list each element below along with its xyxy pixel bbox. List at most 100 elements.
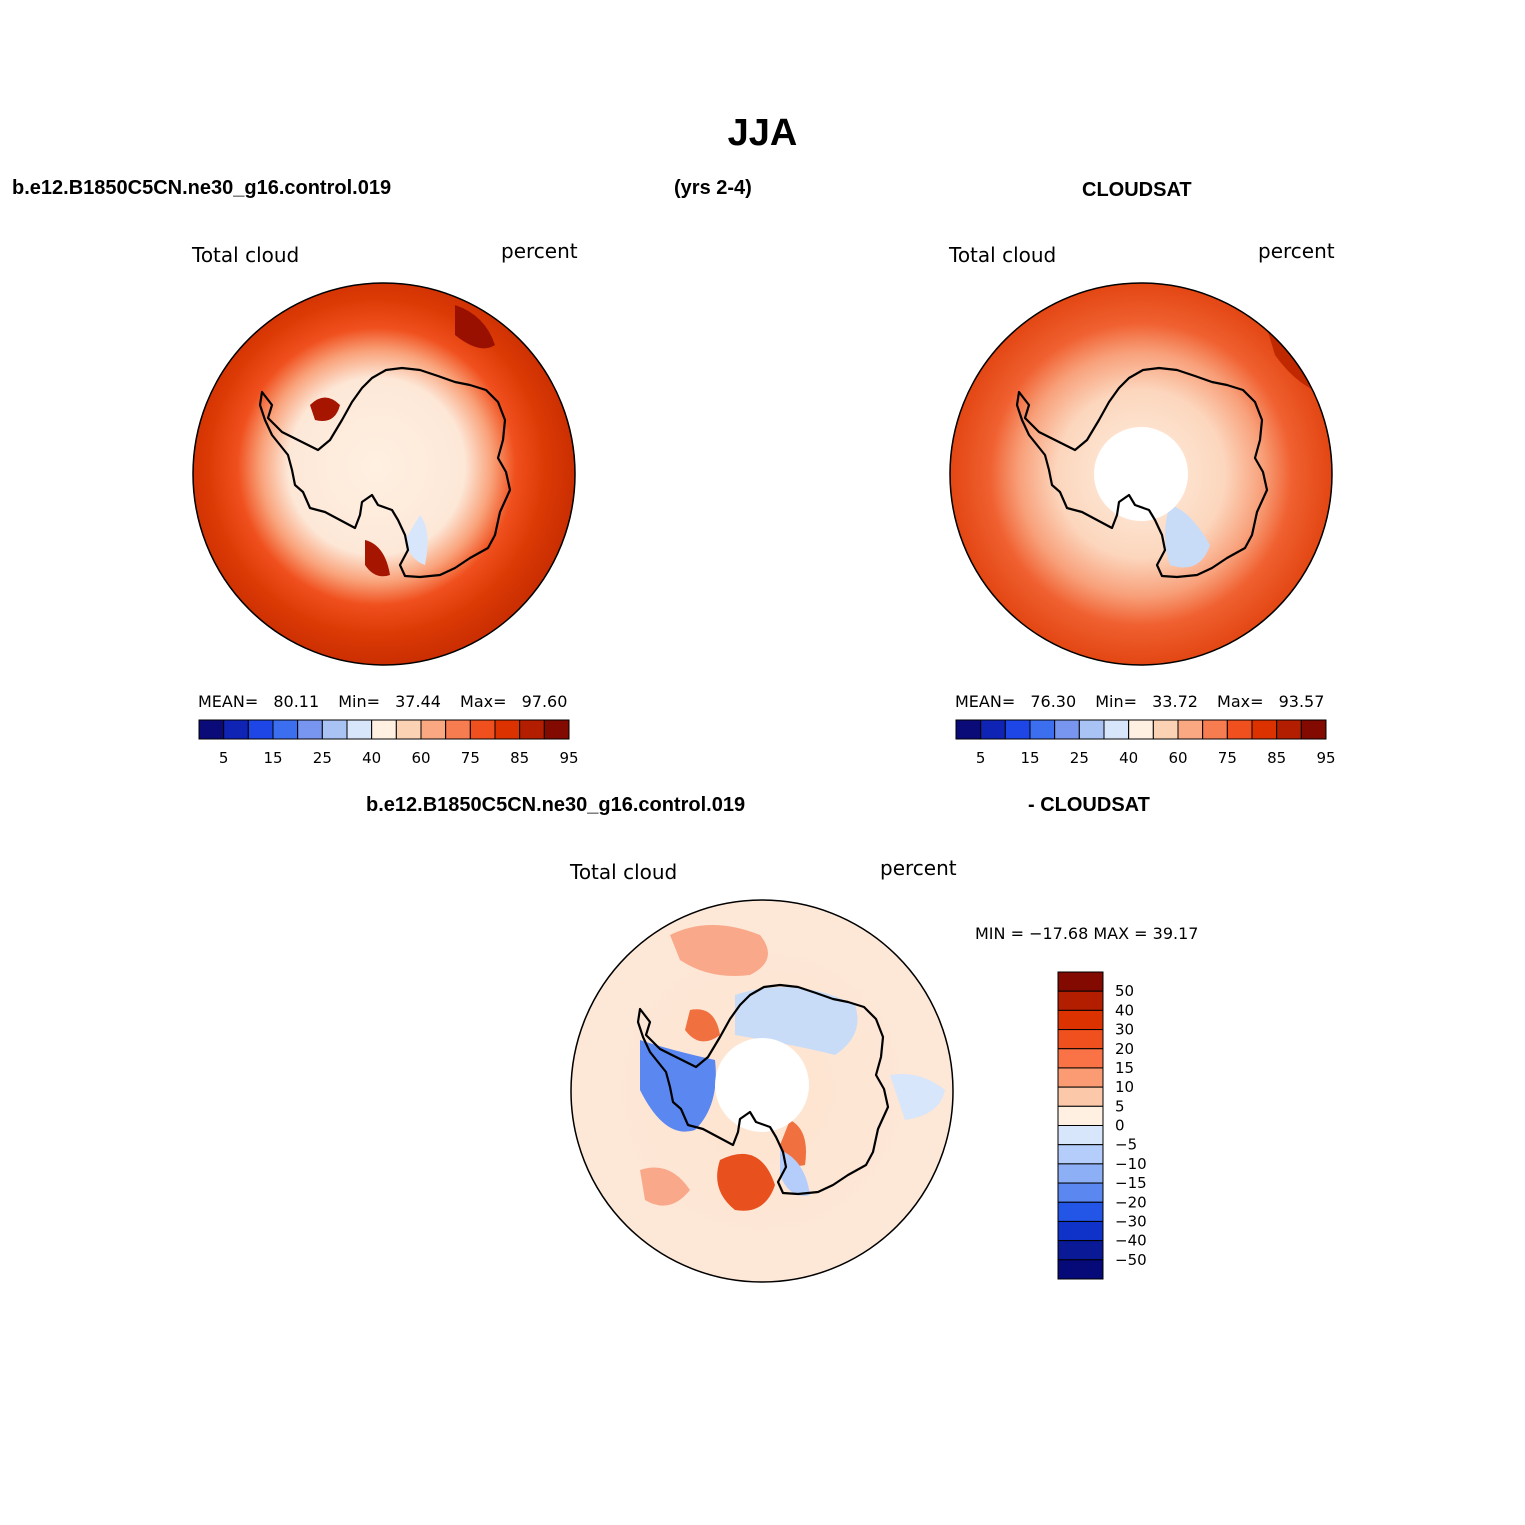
diff-obs-name: - CLOUDSAT — [1028, 794, 1150, 816]
diff-colorbar-tick-label: 10 — [1115, 1078, 1134, 1096]
obs-name: CLOUDSAT — [1082, 179, 1192, 201]
panel2-mean-label: MEAN= — [955, 692, 1016, 711]
diff-positive-patch — [670, 925, 768, 976]
obs-antarctica-coastline — [1015, 366, 1269, 579]
diff-colorbar-tick-label: 15 — [1115, 1059, 1134, 1077]
model-colorbar-tick-label: 15 — [263, 749, 282, 767]
model-colorbar-tick-label: 5 — [219, 749, 229, 767]
diff-colorbar-tick-label: 50 — [1115, 982, 1134, 1000]
diff-positive-patch — [685, 1009, 720, 1042]
model-colorbar-box — [395, 719, 422, 740]
diff-colorbar-box — [1057, 1125, 1104, 1146]
panel1-max: 97.60 — [521, 692, 568, 711]
panel1-stats: MEAN= 80.11 Min= 37.44 Max= 97.60 — [198, 692, 567, 711]
diff-colorbar-tick-label: −10 — [1115, 1155, 1147, 1173]
obs-colorbar-tick-label: 25 — [1070, 749, 1089, 767]
panel1-max-label: Max= — [460, 692, 507, 711]
diff-missing-data-hole — [715, 1038, 809, 1132]
model-high-cloud-patch — [455, 305, 495, 349]
model-antarctica-coastline — [258, 366, 512, 579]
model-low-cloud-patch — [405, 515, 428, 565]
obs-colorbar: 5 15 25 40 60 75 85 95 — [955, 719, 1336, 767]
diff-colorbar-box — [1057, 990, 1104, 1011]
model-map-border — [192, 282, 576, 666]
diff-units: percent — [880, 856, 957, 880]
diff-negative-patch — [890, 1074, 945, 1120]
obs-colorbar-box — [1152, 719, 1179, 740]
panel1-mean: 80.11 — [273, 692, 320, 711]
model-colorbar-box — [198, 719, 225, 740]
model-colorbar-box — [223, 719, 249, 740]
obs-colorbar-box — [1054, 719, 1080, 740]
diff-colorbar-tick-label: 40 — [1115, 1001, 1134, 1019]
diff-colorbar-tick-label: −20 — [1115, 1193, 1147, 1211]
panel2-min-label: Min= — [1095, 692, 1138, 711]
model-field — [193, 283, 575, 665]
model-colorbar: 5 15 25 40 60 75 85 95 — [198, 719, 579, 767]
obs-map — [949, 282, 1333, 666]
diff-colorbar-box — [1057, 1144, 1104, 1165]
diff-colorbar-box — [1057, 1182, 1104, 1203]
model-colorbar-box — [519, 719, 545, 740]
obs-colorbar-box — [1029, 719, 1056, 740]
obs-colorbar-box — [1078, 719, 1105, 740]
diff-negative-patch — [780, 1150, 810, 1196]
page-title: JJA — [727, 112, 798, 154]
panel2-variable: Total cloud — [949, 243, 1057, 267]
panel1-mean-label: MEAN= — [198, 692, 259, 711]
panel1-min-label: Min= — [338, 692, 381, 711]
model-colorbar-box — [445, 719, 471, 740]
diff-positive-patch — [640, 1167, 690, 1206]
model-colorbar-box — [297, 719, 323, 740]
diff-colorbar-box — [1057, 1067, 1104, 1088]
model-colorbar-box — [247, 719, 274, 740]
model-colorbar-box — [371, 719, 397, 740]
obs-colorbar-tick-label: 95 — [1316, 749, 1335, 767]
diff-colorbar-box — [1057, 1220, 1104, 1242]
diff-colorbar-box — [1057, 1163, 1104, 1184]
obs-colorbar-box — [980, 719, 1006, 740]
obs-colorbar-tick-label: 40 — [1119, 749, 1138, 767]
diff-map — [570, 899, 954, 1283]
model-colorbar-box — [420, 719, 447, 740]
obs-colorbar-box — [1004, 719, 1031, 740]
diff-case-name: b.e12.B1850C5CN.ne30_g16.control.019 — [366, 794, 746, 816]
obs-colorbar-tick-label: 5 — [976, 749, 986, 767]
model-map — [192, 282, 576, 666]
model-colorbar-box — [469, 719, 496, 740]
obs-colorbar-box — [955, 719, 982, 740]
model-colorbar-box — [321, 719, 348, 740]
diff-colorbar-tick-label: 5 — [1115, 1097, 1125, 1115]
diff-colorbar-box — [1057, 1086, 1104, 1107]
obs-colorbar-box — [1177, 719, 1204, 740]
model-colorbar-box — [494, 719, 521, 740]
diff-map-border — [570, 899, 954, 1283]
panel2-mean: 76.30 — [1030, 692, 1077, 711]
diff-colorbar-tick-label: −40 — [1115, 1232, 1147, 1250]
diff-colorbar-box — [1057, 971, 1104, 992]
obs-colorbar-box — [1276, 719, 1302, 740]
model-colorbar-tick-label: 25 — [313, 749, 332, 767]
obs-colorbar-tick-label: 75 — [1218, 749, 1237, 767]
diff-colorbar-tick-label: −5 — [1115, 1136, 1137, 1154]
diff-colorbar-box — [1057, 1048, 1104, 1069]
diff-colorbar-tick-label: 0 — [1115, 1117, 1125, 1135]
diff-variable: Total cloud — [570, 860, 678, 884]
diff-colorbar-box — [1057, 1009, 1104, 1031]
model-colorbar-box — [272, 719, 299, 740]
model-colorbar-box — [346, 719, 373, 740]
panel2-max: 93.57 — [1278, 692, 1325, 711]
model-colorbar-box — [543, 719, 570, 740]
obs-colorbar-tick-label: 85 — [1267, 749, 1286, 767]
case-name: b.e12.B1850C5CN.ne30_g16.control.019 — [12, 177, 392, 199]
model-colorbar-tick-label: 85 — [510, 749, 529, 767]
panel2-units: percent — [1258, 239, 1335, 263]
panel1-min: 37.44 — [395, 692, 441, 711]
obs-colorbar-box — [1226, 719, 1253, 740]
diff-colorbar-box — [1057, 1240, 1104, 1261]
diff-negative-patch — [735, 987, 858, 1055]
obs-colorbar-box — [1300, 719, 1327, 740]
diff-antarctica-coastline — [636, 983, 890, 1196]
panel2-max-label: Max= — [1217, 692, 1264, 711]
diff-colorbar-box — [1057, 1105, 1104, 1126]
